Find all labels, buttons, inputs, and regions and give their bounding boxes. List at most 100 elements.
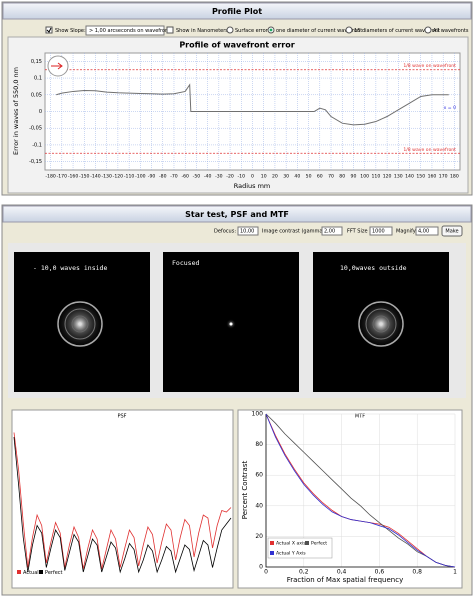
x-axis-label: Radius mm bbox=[234, 182, 271, 190]
title-bar bbox=[2, 2, 472, 20]
x-tick-label: 110 bbox=[371, 174, 380, 180]
x-tick-label: 150 bbox=[416, 174, 425, 180]
x-tick-label: 10 bbox=[261, 174, 267, 180]
x-tick-label: 40 bbox=[294, 174, 300, 180]
radio[interactable] bbox=[424, 26, 432, 34]
x-tick-label: -60 bbox=[181, 174, 189, 180]
center bbox=[229, 322, 233, 326]
mtf-frame bbox=[237, 409, 463, 589]
x-tick-label: 60 bbox=[317, 174, 323, 180]
image-label: 10,0waves outside bbox=[340, 264, 407, 272]
checkbox-label: Show in Nanometers bbox=[176, 28, 228, 34]
legend-label: Actual bbox=[23, 570, 39, 576]
x-tick-label: 0,2 bbox=[299, 569, 309, 576]
x-tick-label: 0,8 bbox=[412, 569, 422, 576]
input-value: 2,00 bbox=[324, 229, 335, 235]
chart-title: Profile of wavefront error bbox=[179, 41, 294, 50]
psf-line bbox=[13, 436, 232, 574]
x-tick-label: -40 bbox=[204, 174, 212, 180]
field-label: FFT Size bbox=[347, 229, 368, 235]
x-tick-label: -20 bbox=[226, 174, 234, 180]
ring bbox=[64, 308, 96, 340]
x-tick-label: 50 bbox=[306, 174, 312, 180]
radio-label: All wavefronts bbox=[433, 28, 469, 34]
button-label: Make bbox=[445, 229, 458, 235]
input[interactable] bbox=[415, 226, 439, 236]
x-tick-label: -100 bbox=[135, 174, 146, 180]
x-tick-label: -180 bbox=[45, 174, 56, 180]
x-tick-label: 140 bbox=[405, 174, 414, 180]
ring bbox=[358, 301, 404, 347]
x-tick-label: -30 bbox=[215, 174, 223, 180]
center bbox=[78, 322, 82, 326]
input[interactable] bbox=[321, 226, 343, 236]
y-axis-label: Percent Contrast bbox=[241, 461, 249, 520]
x-tick-label: -70 bbox=[170, 174, 178, 180]
x-tick-label: -10 bbox=[238, 174, 246, 180]
star-image: Focused bbox=[163, 252, 299, 392]
star-image: 10,0waves outside bbox=[313, 252, 449, 392]
legend-swatch bbox=[17, 570, 21, 574]
ring bbox=[71, 315, 89, 333]
radio-label: 16 diameters of current wavefront bbox=[354, 28, 440, 34]
x-tick-label: -130 bbox=[101, 174, 112, 180]
radio[interactable] bbox=[345, 26, 353, 34]
y-tick-label: 0,15 bbox=[31, 59, 42, 65]
x-tick-label: -80 bbox=[159, 174, 167, 180]
make-button[interactable] bbox=[441, 225, 463, 237]
x-tick-label: 0,4 bbox=[337, 569, 347, 576]
x-axis-label: Fraction of Max spatial frequency bbox=[287, 576, 403, 584]
y-tick-label: 20 bbox=[255, 533, 263, 540]
panel-title: Star test, PSF and MTF bbox=[185, 210, 289, 219]
star-image: - 10,0 waves inside bbox=[14, 252, 150, 392]
checkbox[interactable] bbox=[45, 26, 53, 34]
profile-line bbox=[56, 83, 449, 126]
y-tick-label: -0,15 bbox=[29, 159, 42, 165]
dropdown-value: > 1,00 arcseconds on wavefront bbox=[89, 28, 170, 34]
mtf-line bbox=[265, 413, 456, 568]
x-tick-label: -160 bbox=[68, 174, 79, 180]
field-label: Magnify bbox=[396, 229, 416, 235]
y-tick-label: -0,1 bbox=[32, 142, 42, 148]
axis bbox=[265, 414, 455, 568]
radio-dot bbox=[269, 28, 273, 32]
checkbox[interactable] bbox=[166, 26, 174, 34]
annotation: 1/8 wave on wavefront bbox=[403, 147, 456, 153]
x-tick-label: -150 bbox=[79, 174, 90, 180]
input-value: 1000 bbox=[372, 229, 385, 235]
x-tick-label: -140 bbox=[90, 174, 101, 180]
ring bbox=[365, 308, 397, 340]
x-tick-label: 30 bbox=[283, 174, 289, 180]
y-tick-label: 0,1 bbox=[34, 76, 42, 82]
x-tick-label: -120 bbox=[113, 174, 124, 180]
x-tick-label: 70 bbox=[328, 174, 334, 180]
dropdown[interactable] bbox=[369, 226, 393, 236]
dropdown[interactable] bbox=[85, 25, 165, 36]
panel-title: Profile Plot bbox=[212, 7, 262, 16]
y-tick-label: 0 bbox=[259, 564, 263, 571]
y-tick-label: 100 bbox=[252, 411, 264, 418]
field-label: Defocus: bbox=[214, 229, 236, 235]
input-value: 4,00 bbox=[418, 229, 429, 235]
legend-swatch bbox=[305, 541, 309, 545]
input[interactable] bbox=[237, 226, 259, 236]
field-label: Image contrast (gamma) bbox=[262, 229, 324, 235]
check-mark bbox=[46, 27, 52, 33]
radio-label: Surface error bbox=[235, 28, 269, 34]
checkbox-label: Show Slope: bbox=[55, 28, 86, 34]
legend-swatch bbox=[270, 541, 274, 545]
mtf-line bbox=[265, 413, 456, 568]
ring bbox=[372, 315, 390, 333]
legend-swatch bbox=[39, 570, 43, 574]
legend-label: Perfect bbox=[45, 570, 63, 576]
compass-arrow bbox=[51, 62, 63, 70]
annotation: 1/8 wave on wavefront bbox=[403, 63, 456, 69]
psf-chart: PSF Actual Perfect bbox=[13, 414, 232, 576]
y-tick-label: 0 bbox=[39, 109, 42, 115]
psf-line bbox=[13, 432, 232, 570]
x-tick-label: 100 bbox=[360, 174, 369, 180]
radio[interactable] bbox=[226, 26, 234, 34]
y-tick-label: -0,05 bbox=[29, 126, 42, 132]
x-tick-label: -110 bbox=[124, 174, 135, 180]
